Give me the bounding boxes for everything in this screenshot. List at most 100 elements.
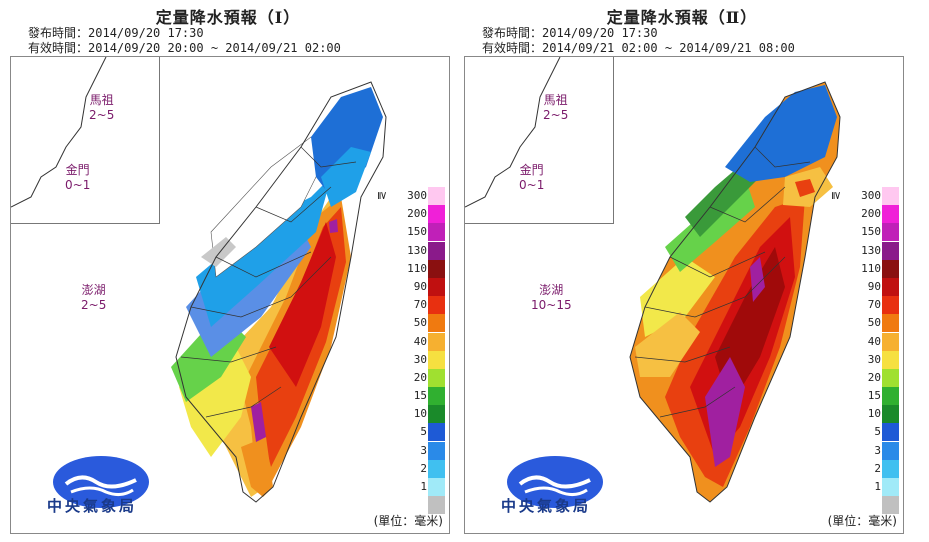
zone-dark-red [269,222,336,387]
legend-item: 20 [414,368,447,388]
rainfall-legend: ≧ 300 200 150 130 110 90 70 50 40 30 20 15 10 5 3 2 1 [376,187,447,516]
legend-item: 150 [407,223,447,243]
legend-item [869,496,901,516]
legend-label: 300 [861,189,881,202]
matsu-label: 馬祖 2~5 [543,93,569,122]
zone-purple-north [750,257,765,302]
legend-swatch [428,205,445,225]
legend-item: 3 [869,441,901,461]
legend-swatch [882,459,899,479]
forecast-panel-1: 定量降水預報（Ⅰ） 發布時間：2014/09/20 17:30 有效時間：201… [8,0,458,542]
legend-item: 15 [868,387,901,407]
taiwan-rainfall-map [629,81,841,503]
zone-white [210,136,327,278]
legend-swatch [428,314,445,334]
zone-light-orange [635,312,700,377]
legend-item: 50 [867,314,901,334]
legend-label: 2 [874,461,881,475]
panel-title: 定量降水預報（Ⅱ） [606,8,758,27]
legend-item: 200 [861,205,901,225]
legend-label: 5 [874,425,881,439]
legend-item: 40 [414,332,447,352]
legend-item: 70 [868,296,901,316]
legend-label: 50 [413,316,427,330]
legend-swatch [428,459,445,479]
cwb-logo-text: 中央氣象局 [47,497,138,515]
legend-item [415,496,447,516]
valid-time: 2014/09/20 20:00 ~ 2014/09/21 02:00 [88,41,341,55]
legend-swatch [428,332,445,352]
legend-item: 5 [869,423,901,443]
valid-time-line: 有效時間：2014/09/21 02:00 ~ 2014/09/21 08:00 [482,39,795,56]
legend-swatch [428,277,445,297]
legend-swatch [882,241,899,261]
legend-swatch [882,405,899,425]
issue-time-line: 發布時間：2014/09/20 17:30 [28,24,204,41]
legend-item: 3 [415,441,447,461]
issue-time: 2014/09/20 17:30 [542,26,658,40]
legend-swatch [882,277,899,297]
rainfall-map: 馬祖 2~5 金門 0~1 澎湖 10~15 ≧ 300 200 150 130 110 90 7… [464,56,904,534]
legend-swatch [882,350,899,370]
unit-label: (單位：毫米) [827,514,897,528]
legend-label: 150 [407,225,427,239]
issue-label: 發布時間： [482,26,543,40]
rainfall-map: 馬祖 2~5 金門 0~1 澎湖 2~5 ≧ 300 200 150 130 110 90 70 5… [10,56,450,534]
zone-purple [251,402,266,442]
cwb-logo-text: 中央氣象局 [501,497,592,515]
legend-swatch [882,478,899,497]
rain-zones [171,87,383,497]
legend-label: 30 [413,352,427,366]
penghu-label: 澎湖 10~15 [531,283,572,312]
unit-label: (單位：毫米) [373,514,443,528]
kinmen-label: 金門 0~1 [519,163,545,192]
zone-north-blue [725,85,837,182]
valid-time: 2014/09/21 02:00 ~ 2014/09/21 08:00 [542,41,795,55]
ge-symbol: ≧ [830,191,843,201]
legend-item: 15 [413,387,447,407]
legend-swatch [428,405,445,425]
valid-label: 有效時間： [28,41,89,55]
legend-item: 300 [407,187,447,206]
legend-item: 5 [415,423,447,443]
county-boundaries [180,146,357,418]
legend-item: 30 [868,350,901,370]
legend-swatch [882,423,899,443]
legend-label: 15 [413,389,427,403]
issue-time-line: 發布時間：2014/09/20 17:30 [482,24,658,41]
zone-yellow [640,257,715,337]
legend-label: 130 [861,243,881,257]
legend-item: 130 [407,241,447,261]
legend-swatch [428,241,445,261]
legend-swatch [882,332,899,352]
legend-item: 40 [868,332,901,352]
legend-item: 300 [861,187,901,206]
legend-label: 1 [420,480,427,493]
zone-south-tip [241,437,273,497]
issue-label: 發布時間： [28,26,89,40]
legend-item: 200 [407,205,447,225]
legend-item: 2 [869,459,901,479]
legend-item: 90 [868,277,901,297]
legend-swatch [428,259,445,279]
legend-label: 150 [861,225,881,239]
legend-label: 2 [420,461,427,475]
legend-swatch [428,187,445,206]
legend-swatch [428,423,445,443]
china-coastline [11,57,107,208]
legend-item: 110 [861,259,901,279]
zone-gray [201,237,236,267]
legend-rows: 300 200 150 130 110 90 70 50 40 30 20 15 10 5 3 2 1 [407,187,447,516]
legend-label: 50 [867,316,881,330]
legend-rows: 300 200 150 130 110 90 70 50 40 30 20 15 10 5 3 2 1 [861,187,901,516]
zone-ne-red [795,179,815,197]
legend-label: 1 [874,480,881,493]
taiwan-rainfall-map [171,81,387,503]
legend-label: 5 [420,425,427,439]
legend-swatch [882,387,899,407]
legend-label: 20 [867,370,881,384]
zone-purple-2 [329,219,338,233]
legend-item: 2 [415,459,447,479]
china-coast-map [465,57,561,208]
legend-swatch [428,223,445,243]
